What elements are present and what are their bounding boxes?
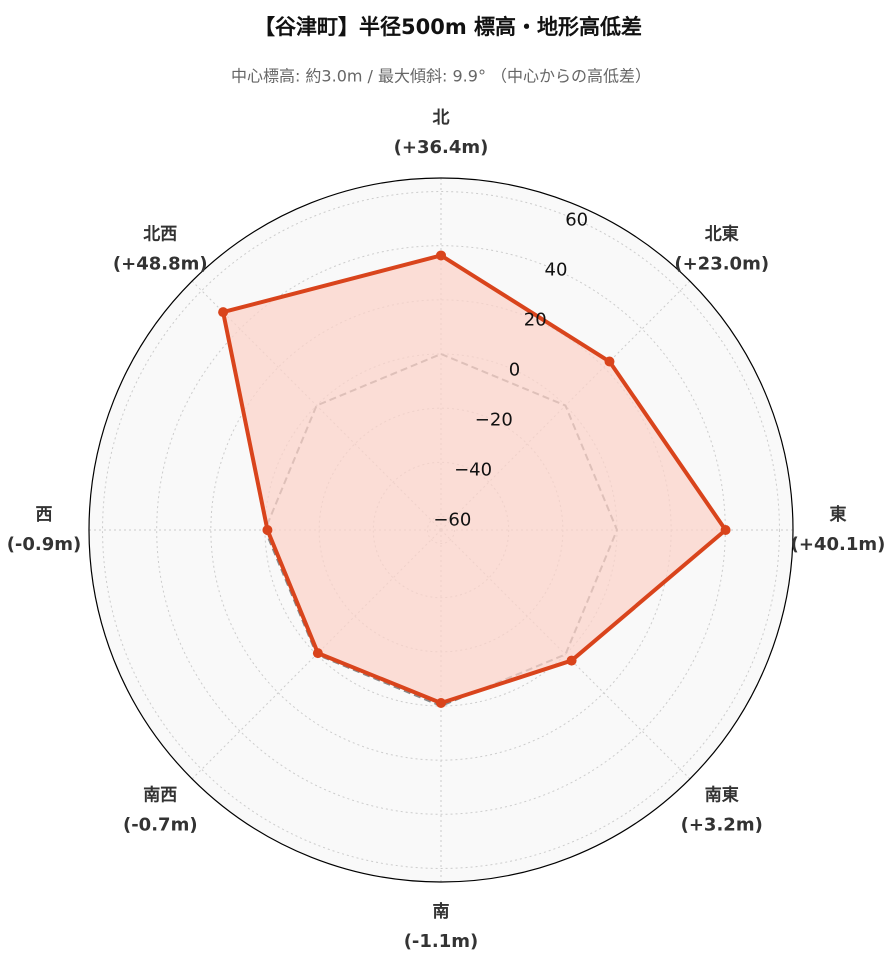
outer-circle (88, 177, 794, 883)
y-tick-label: −20 (475, 410, 513, 431)
value-label: (-0.7m) (123, 815, 198, 836)
value-label: (+3.2m) (681, 815, 763, 836)
y-tick-label: 60 (565, 210, 588, 231)
chart-title: 【谷津町】半径500m 標高・地形高低差 (254, 15, 642, 39)
value-label: (-1.1m) (404, 931, 479, 952)
point (218, 307, 229, 318)
y-tick-label: 40 (545, 260, 568, 281)
value-label: (-0.9m) (7, 534, 82, 555)
value-label: (+48.8m) (113, 253, 208, 274)
chart-subtitle: 中心標高: 約3.0m / 最大傾斜: 9.9° （中心からの高低差） (231, 67, 651, 86)
value-label: (+23.0m) (674, 253, 769, 274)
category-label: 東 (830, 504, 847, 525)
category-label: 南西 (143, 785, 177, 806)
point (604, 356, 615, 367)
category-label: 北 (433, 108, 450, 128)
category-label: 南 (433, 901, 450, 922)
point (312, 648, 323, 659)
point (566, 655, 577, 666)
value-label: (+40.1m) (791, 534, 886, 555)
point (720, 525, 731, 535)
y-tick-label: −40 (454, 460, 492, 481)
category-label: 南東 (705, 785, 739, 806)
grid-circle (102, 191, 780, 869)
category-label: 北西 (143, 224, 177, 244)
category-label: 北東 (705, 223, 739, 244)
y-tick-label: −60 (433, 510, 471, 531)
point (436, 250, 446, 261)
point (436, 698, 446, 709)
y-tick-label: 20 (524, 310, 547, 331)
point (262, 525, 273, 535)
y-tick-label: 0 (509, 360, 520, 381)
value-label: (+36.4m) (394, 137, 489, 158)
category-label: 西 (36, 505, 53, 525)
